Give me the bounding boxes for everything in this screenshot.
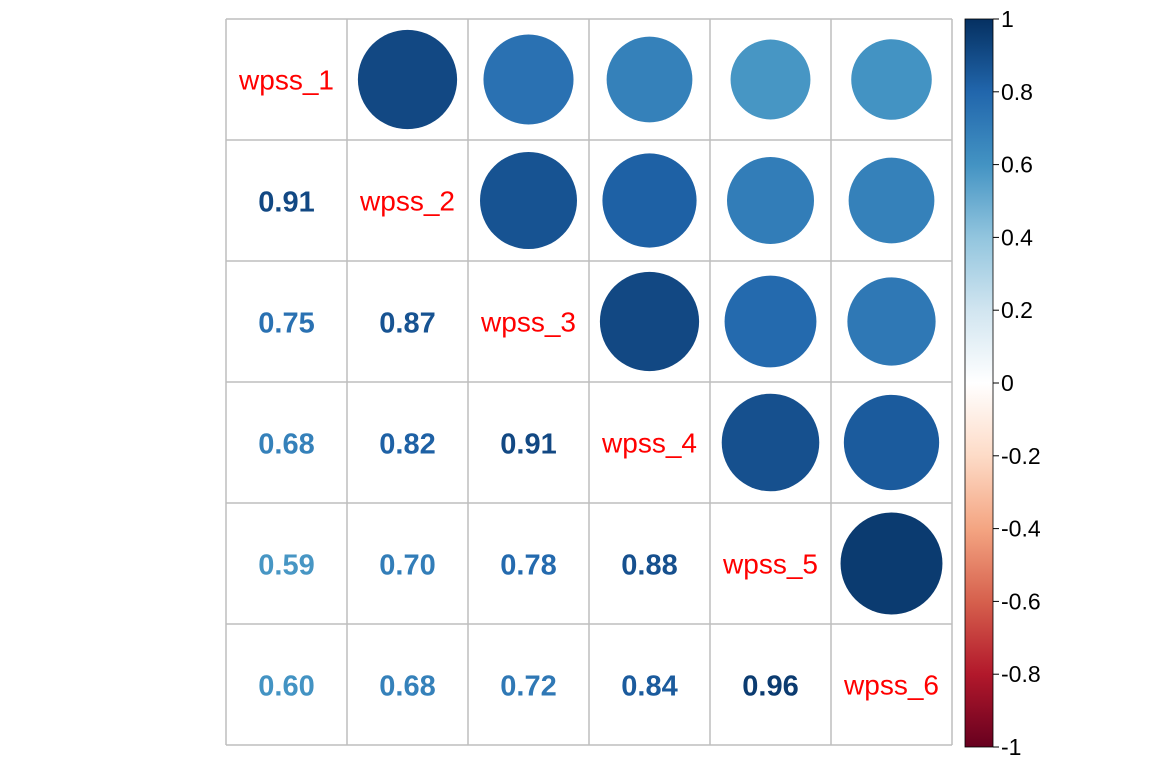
correlation-circle [721,393,820,492]
colorbar-tick-label: -1 [1001,734,1021,760]
correlation-value-label: 0.88 [621,550,677,582]
colorbar-tick-label: 0 [1001,370,1014,396]
correlation-circle [479,151,578,250]
correlation-circle [726,156,815,245]
colorbar: 1 0.8 0.6 0.4 0.2 0 -0.2 -0.4 -0.6 -0.8 -1 [964,6,1041,760]
correlation-value-label: 0.87 [379,308,435,340]
correlation-circle [851,39,932,120]
correlation-value-label: 0.84 [621,671,677,703]
correlation-value-label: 0.82 [379,429,435,461]
correlation-value-label: 0.75 [258,308,314,340]
colorbar-tick-label: 0.2 [1001,297,1033,323]
diagonal-variable-label: wpss_1 [238,65,334,96]
correlation-value-label: 0.70 [379,550,435,582]
correlation-value-label: 0.68 [379,671,435,703]
colorbar-tick-label: -0.2 [1001,443,1041,469]
diagonal-variable-label: wpss_2 [359,186,455,217]
diagonal-variable-label: wpss_5 [722,549,818,580]
correlation-circle [357,29,458,130]
colorbar-tick-label: 0.6 [1001,152,1033,178]
colorbar-rect [964,18,994,748]
correlation-circle [847,277,936,366]
correlation-value-label: 0.78 [500,550,556,582]
grid-lines [225,18,953,746]
correlation-circle [483,34,574,125]
colorbar-tick-label: -0.8 [1001,661,1041,687]
matrix-cells: wpss_1 0.91 wpss_2 0.75 0.87 wpss_3 0.68 0.82 0.… [238,29,943,703]
correlation-value-label: 0.72 [500,671,556,703]
correlation-value-label: 0.96 [742,671,798,703]
diagonal-variable-label: wpss_3 [480,307,576,338]
diagonal-variable-label: wpss_6 [843,670,939,701]
correlation-circle [840,512,943,615]
colorbar-tick-label: 0.4 [1001,224,1033,250]
correlation-value-label: 0.59 [258,550,314,582]
diagonal-variable-label: wpss_4 [601,428,697,459]
colorbar-tick-label: -0.6 [1001,588,1041,614]
correlation-value-label: 0.91 [258,187,314,219]
correlation-circle [730,39,811,120]
colorbar-tick-label: 1 [1001,6,1014,32]
correlation-value-label: 0.68 [258,429,314,461]
colorbar-tick-label: 0.8 [1001,79,1033,105]
correlation-circle [724,275,817,368]
correlation-circle [843,394,940,491]
correlation-circle [848,157,935,244]
correlation-circle [599,271,700,372]
correlation-value-label: 0.91 [500,429,556,461]
colorbar-tick-label: -0.4 [1001,516,1041,542]
correlation-circle [602,153,697,248]
correlation-value-label: 0.60 [258,671,314,703]
correlation-circle [606,36,693,123]
